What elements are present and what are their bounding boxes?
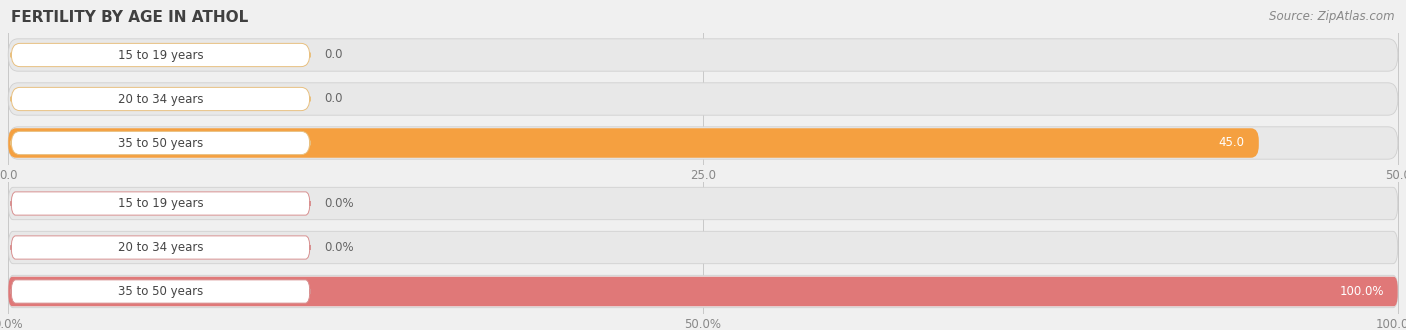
Text: Source: ZipAtlas.com: Source: ZipAtlas.com <box>1270 10 1395 23</box>
FancyBboxPatch shape <box>8 275 1398 308</box>
Text: 35 to 50 years: 35 to 50 years <box>118 285 202 298</box>
Text: 0.0%: 0.0% <box>323 197 353 210</box>
Text: 0.0: 0.0 <box>323 49 342 61</box>
FancyBboxPatch shape <box>8 128 1258 158</box>
FancyBboxPatch shape <box>8 83 1398 115</box>
FancyBboxPatch shape <box>11 43 309 67</box>
FancyBboxPatch shape <box>8 39 1398 71</box>
FancyBboxPatch shape <box>8 231 1398 264</box>
Text: 20 to 34 years: 20 to 34 years <box>118 241 204 254</box>
Text: 0.0%: 0.0% <box>323 241 353 254</box>
FancyBboxPatch shape <box>8 277 1398 306</box>
FancyBboxPatch shape <box>8 187 1398 220</box>
Text: 45.0: 45.0 <box>1219 137 1244 149</box>
Text: 15 to 19 years: 15 to 19 years <box>118 49 204 61</box>
Text: 100.0%: 100.0% <box>1339 285 1384 298</box>
FancyBboxPatch shape <box>11 236 309 259</box>
Text: FERTILITY BY AGE IN ATHOL: FERTILITY BY AGE IN ATHOL <box>11 10 249 25</box>
FancyBboxPatch shape <box>8 127 1398 159</box>
Text: 15 to 19 years: 15 to 19 years <box>118 197 204 210</box>
Text: 0.0: 0.0 <box>323 92 342 106</box>
FancyBboxPatch shape <box>11 131 309 155</box>
FancyBboxPatch shape <box>11 192 309 215</box>
FancyBboxPatch shape <box>11 87 309 111</box>
Text: 20 to 34 years: 20 to 34 years <box>118 92 204 106</box>
Text: 35 to 50 years: 35 to 50 years <box>118 137 202 149</box>
FancyBboxPatch shape <box>11 280 309 303</box>
